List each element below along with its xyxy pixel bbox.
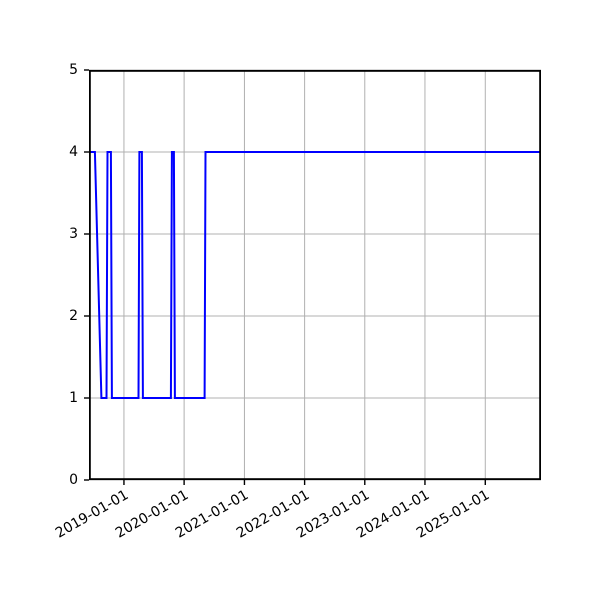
y-tick-label: 1 xyxy=(69,389,78,406)
plot-area xyxy=(84,69,542,485)
y-tick-label: 4 xyxy=(69,143,78,160)
series-line-group xyxy=(89,151,541,399)
plot-svg xyxy=(84,69,542,485)
y-tick-label: 3 xyxy=(69,225,78,242)
tick-marks xyxy=(84,69,486,485)
y-tick-label: 0 xyxy=(69,471,78,488)
y-tick-label: 5 xyxy=(69,61,78,78)
gridlines xyxy=(89,69,541,481)
y-tick-label: 2 xyxy=(69,307,78,324)
axes-spines xyxy=(88,69,542,481)
series-line xyxy=(89,151,541,399)
